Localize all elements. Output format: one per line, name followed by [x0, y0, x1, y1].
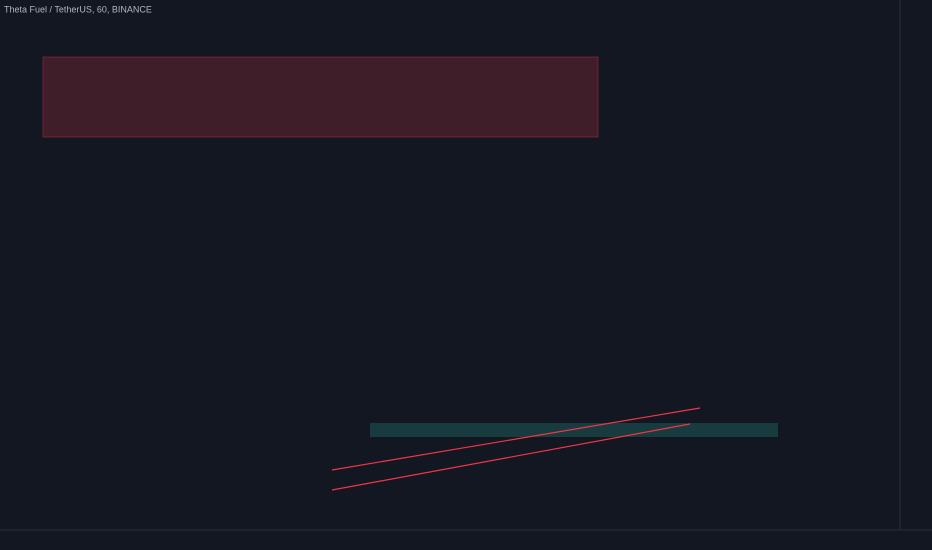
trend-line: [331, 423, 691, 491]
trend-line: [331, 407, 701, 471]
chart-title: Theta Fuel / TetherUS, 60, BINANCE: [4, 4, 152, 14]
price-axis: [900, 0, 932, 550]
drawings: [331, 407, 701, 491]
zones: [42, 56, 778, 437]
support-zone: [370, 423, 778, 437]
resistance-zone: [42, 56, 599, 138]
